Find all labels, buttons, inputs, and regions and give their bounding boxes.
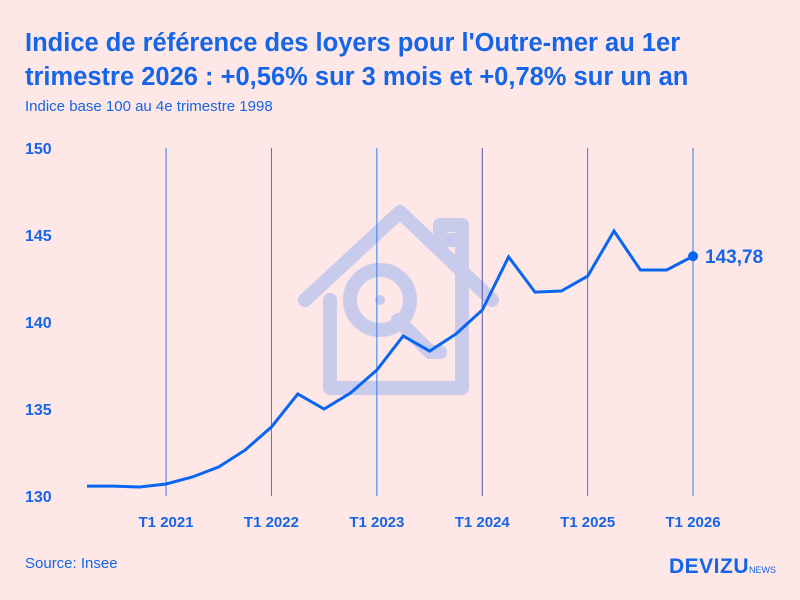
x-tick-label: T1 2025 [560,514,615,531]
y-tick-label: 135 [25,402,52,419]
source-note: Source: Insee [25,555,118,572]
last-value-label: 143,78 [705,247,763,268]
x-tick-label: T1 2021 [139,514,194,531]
logo: DEVIZUNEWS [668,555,776,578]
y-tick-label: 145 [25,228,52,245]
chart-title: Indice de référence des loyers pour l'Ou… [25,29,689,91]
last-data-point [688,251,699,262]
x-tick-label: T1 2022 [244,514,299,531]
chart-subtitle: Indice base 100 au 4e trimestre 1998 [25,98,273,115]
y-tick-label: 130 [25,489,52,506]
x-tick-label: T1 2026 [666,514,721,531]
series-line [87,228,694,489]
house-key-watermark-icon [298,205,499,395]
y-tick-label: 150 [25,141,52,158]
y-tick-label: 140 [25,315,52,332]
x-tick-label: T1 2023 [349,514,404,531]
x-tick-label: T1 2024 [455,514,511,531]
